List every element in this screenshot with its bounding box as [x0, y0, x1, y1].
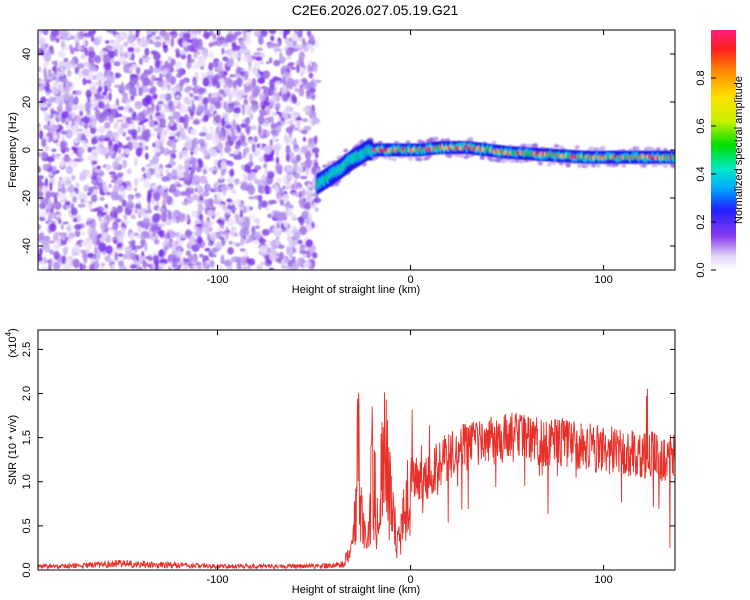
- spectrogram-x-tick-label: -100: [207, 274, 229, 286]
- snr-x-tick-label: 0: [407, 574, 413, 586]
- snr-panel: -100 0 100 0.0 0.5 1.0 1.5 2.0 2.5 Height of str…: [4, 328, 676, 596]
- snr-y-tick-label: 2.5: [21, 342, 33, 357]
- snr-y-tick-label: 1.5: [21, 430, 33, 445]
- spectrogram-y-tick-label: -20: [21, 190, 33, 206]
- spectrogram-ticks: -100 0 100 -40 -20 0 20 40: [21, 30, 675, 286]
- colorbar-tick-label: 0.6: [695, 118, 707, 133]
- colorbar-tick-label: 0.8: [695, 70, 707, 85]
- spectrogram-y-tick-label: 0: [21, 147, 33, 153]
- spectrogram-y-tick-label: 20: [21, 96, 33, 108]
- colorbar-ticks: 0.0 0.2 0.4 0.6 0.8: [695, 70, 716, 278]
- snr-x-tick-label: -100: [207, 574, 229, 586]
- spectrogram-ridge: [315, 136, 675, 195]
- spectrogram-x-tick-label: 0: [407, 274, 413, 286]
- spectrogram-y-tick-label: 40: [21, 48, 33, 60]
- colorbar-label: Normalized spectral amplitude: [733, 76, 745, 224]
- spectrogram-noise-region: [38, 30, 322, 270]
- spectrogram-x-tick-label: 100: [594, 274, 612, 286]
- snr-y-tick-label: 1.0: [21, 474, 33, 489]
- snr-ticks: -100 0 100 0.0 0.5 1.0 1.5 2.0 2.5: [21, 330, 675, 586]
- snr-y-tick-label: 2.0: [21, 386, 33, 401]
- figure-title: C2E6.2026.027.05.19.G21: [292, 2, 459, 18]
- colorbar-tick-label: 0.0: [695, 262, 707, 277]
- colorbar-gradient: [711, 30, 736, 270]
- colorbar-tick-label: 0.2: [695, 214, 707, 229]
- colorbar: 0.0 0.2 0.4 0.6 0.8 Normalized spectral ampl…: [695, 30, 745, 278]
- snr-y-tick-label: 0.0: [21, 562, 33, 577]
- colorbar-tick-label: 0.4: [695, 166, 707, 181]
- snr-x-axis-label: Height of straight line (km): [292, 584, 420, 596]
- spectrogram-x-axis-label: Height of straight line (km): [292, 284, 420, 296]
- snr-frame: [37, 329, 676, 571]
- snr-y-tick-label: 0.5: [21, 518, 33, 533]
- spectrogram-heatmap: [38, 30, 675, 270]
- snr-x-tick-label: 100: [594, 574, 612, 586]
- snr-series-line: [38, 388, 675, 570]
- spectrogram-panel: -100 0 100 -40 -20 0 20 40 Height of straight l…: [7, 29, 676, 296]
- spectrogram-y-tick-label: -40: [21, 238, 33, 254]
- snr-y-multiplier: (x104): [4, 328, 19, 358]
- spectrogram-y-axis-label: Frequency (Hz): [7, 112, 19, 188]
- snr-y-axis-label: SNR (10 * v/v): [7, 415, 19, 485]
